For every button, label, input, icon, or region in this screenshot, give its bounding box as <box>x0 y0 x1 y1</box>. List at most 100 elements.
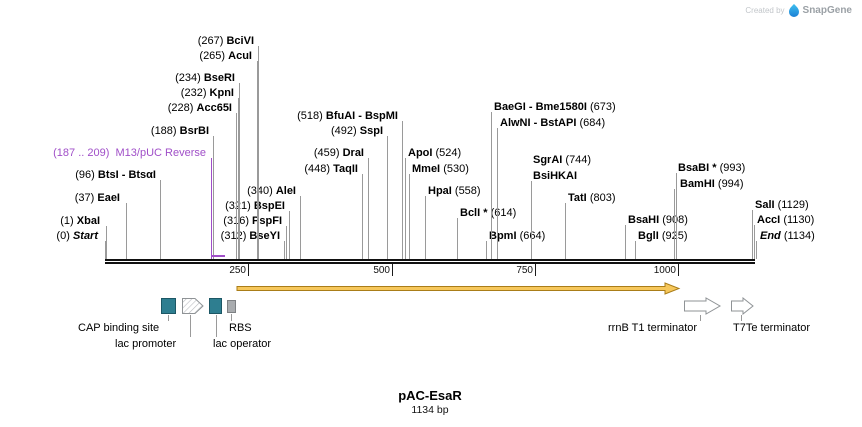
enzyme-bsrbi: (188) BsrBI <box>150 125 209 137</box>
lac-promoter-arrow <box>182 298 204 314</box>
enzyme-bseyi: (312) BseYI <box>220 230 280 242</box>
tick-1000 <box>678 264 679 276</box>
rrnb-t1-terminator-label: rrnB T1 terminator <box>608 322 698 334</box>
enzyme-drai: (459) DraI <box>313 147 364 159</box>
t7te-terminator-arrow <box>731 297 754 315</box>
feature-leader-line <box>700 315 701 321</box>
rrnb-t1-terminator-arrow <box>684 297 722 315</box>
watermark: Created by SnapGene <box>745 4 852 17</box>
snapgene-logo-icon <box>788 4 799 17</box>
enzyme-bfuai-bspmi: (518) BfuAI - BspMI <box>297 110 398 122</box>
feature-leader-line <box>168 315 169 321</box>
feature-leader-line <box>231 314 232 321</box>
connector-line <box>238 98 239 259</box>
created-by-text: Created by <box>745 6 785 15</box>
t7te-terminator-label: T7Te terminator <box>733 322 811 334</box>
connector-line <box>213 136 214 259</box>
cap-binding-site-label: CAP binding site <box>78 322 160 334</box>
enzyme-acci: AccI (1130) <box>757 214 815 226</box>
connector-line <box>491 112 492 259</box>
connector-line <box>289 211 290 259</box>
tick-500 <box>392 264 393 276</box>
enzyme-bsihkai: BsiHKAI <box>533 170 578 182</box>
enzyme-alwni-bstapi: AlwNI - BstAPI (684) <box>500 117 606 129</box>
tick-250 <box>248 264 249 276</box>
connector-line <box>756 241 757 259</box>
primer-m13-puc-reverse-label: (187 .. 209) M13/pUC Reverse <box>53 147 206 159</box>
connector-line <box>497 128 498 259</box>
connector-line <box>105 241 106 259</box>
enzyme-bpmi: BpmI (664) <box>489 230 546 242</box>
connector-line <box>362 174 363 259</box>
connector-line <box>239 83 240 259</box>
lac-promoter-label: lac promoter <box>115 338 177 350</box>
connector-line <box>565 203 566 259</box>
enzyme-tati: TatI (803) <box>568 192 616 204</box>
tick-label-1000: 1000 <box>653 265 676 276</box>
cap-binding-site-box <box>161 298 176 314</box>
connector-line <box>284 241 285 259</box>
snapgene-brand-text: SnapGene <box>802 5 852 16</box>
tick-label-750: 750 <box>516 265 533 276</box>
enzyme-eaei: (37) EaeI <box>74 192 120 204</box>
connector-line <box>531 181 532 259</box>
enzyme-sspi: (492) SspI <box>331 125 383 137</box>
enzyme-sali: SalI (1129) <box>755 199 809 211</box>
connector-line <box>754 225 755 259</box>
connector-line <box>126 203 127 259</box>
connector-line <box>405 158 406 259</box>
enzyme-kpni: (232) KpnI <box>180 87 234 99</box>
enzyme-sgrai: SgrAI (744) <box>533 154 592 166</box>
connector-line <box>236 113 237 259</box>
rbs-label: RBS <box>229 322 252 334</box>
enzyme-hpai: HpaI (558) <box>428 185 481 197</box>
connector-line <box>752 210 753 259</box>
enzyme-bcivi: (267) BciVI <box>197 35 254 47</box>
plasmid-length: 1134 bp <box>411 404 449 416</box>
connector-line <box>486 241 487 259</box>
connector-line <box>106 226 107 259</box>
connector-line <box>625 225 626 259</box>
enzyme-apoi: ApoI (524) <box>408 147 462 159</box>
plasmid-name: pAC-EsaR <box>398 388 462 403</box>
connector-line <box>257 61 258 259</box>
connector-line <box>635 241 636 259</box>
enzyme-acui: (265) AcuI <box>199 50 252 62</box>
connector-line <box>425 196 426 259</box>
connector-line <box>286 226 287 259</box>
enzyme-btsi: (96) BtsI - BtsαI <box>75 169 156 181</box>
enzyme-bgli: BglI (925) <box>638 230 688 242</box>
enzyme-taqii: (448) TaqII <box>304 163 358 175</box>
enzyme-bsabi: BsaBI * (993) <box>678 162 746 174</box>
m13-puc-reverse-primer-bar <box>212 255 225 257</box>
feature-leader-line <box>741 315 742 321</box>
connector-line <box>409 174 410 259</box>
connector-line <box>258 46 259 259</box>
tick-750 <box>535 264 536 276</box>
enzyme-acc65i: (228) Acc65I <box>167 102 232 114</box>
connector-line <box>457 218 458 259</box>
enzyme-alei: (340) AleI <box>247 185 296 197</box>
connector-line <box>368 158 369 259</box>
feature-leader-line <box>190 315 191 337</box>
feature-leader-line <box>216 315 217 337</box>
tick-label-500: 500 <box>373 265 390 276</box>
gene-arrow <box>236 282 681 295</box>
connector-line <box>402 121 403 259</box>
connector-line <box>300 196 301 259</box>
enzyme-xbai: (1) XbaI <box>60 215 100 227</box>
enzyme-pspfi: (316) PspFI <box>223 215 282 227</box>
map-start-label: (0) Start <box>56 230 98 242</box>
enzyme-bsahi: BsaHI (908) <box>628 214 688 226</box>
enzyme-bamhi: BamHI (994) <box>680 178 744 190</box>
connector-line <box>160 180 161 259</box>
enzyme-mmei: MmeI (530) <box>412 163 469 175</box>
map-end-label: End (1134) <box>760 230 815 242</box>
lac-operator-label: lac operator <box>213 338 272 350</box>
enzyme-bspei: (321) BspEI <box>225 200 285 212</box>
connector-line <box>676 173 677 259</box>
enzyme-bcli: BclI * (614) <box>460 207 517 219</box>
enzyme-baegi-bme1580i: BaeGI - Bme1580I (673) <box>494 101 616 113</box>
rbs-box <box>227 300 236 313</box>
